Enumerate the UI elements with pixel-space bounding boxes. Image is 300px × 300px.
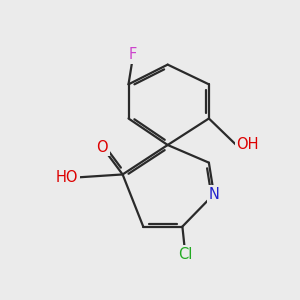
- Text: Cl: Cl: [178, 247, 193, 262]
- Text: N: N: [208, 187, 219, 202]
- Text: O: O: [97, 140, 108, 154]
- Text: OH: OH: [236, 137, 259, 152]
- Text: HO: HO: [56, 170, 78, 185]
- Text: F: F: [129, 47, 137, 62]
